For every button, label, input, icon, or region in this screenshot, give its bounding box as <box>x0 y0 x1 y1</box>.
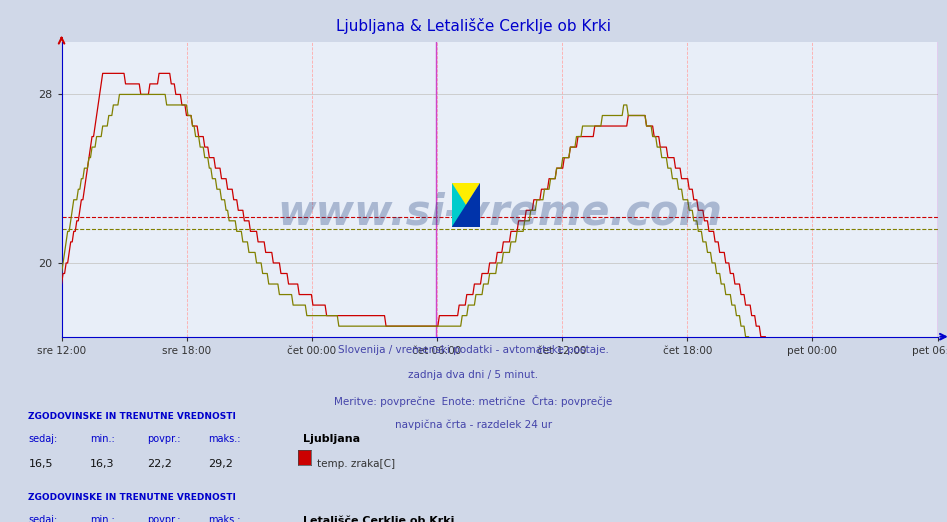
Text: 16,5: 16,5 <box>28 459 53 469</box>
Text: temp. zraka[C]: temp. zraka[C] <box>317 459 395 469</box>
Text: Slovenija / vremenski podatki - avtomatske postaje.: Slovenija / vremenski podatki - avtomats… <box>338 345 609 354</box>
Text: Ljubljana & Letališče Cerklje ob Krki: Ljubljana & Letališče Cerklje ob Krki <box>336 18 611 34</box>
Text: ZGODOVINSKE IN TRENUTNE VREDNOSTI: ZGODOVINSKE IN TRENUTNE VREDNOSTI <box>28 493 237 502</box>
Text: maks.:: maks.: <box>208 434 241 444</box>
Text: 29,2: 29,2 <box>208 459 233 469</box>
Text: povpr.:: povpr.: <box>147 515 180 522</box>
Text: min.:: min.: <box>90 434 115 444</box>
Text: povpr.:: povpr.: <box>147 434 180 444</box>
Text: www.si-vreme.com: www.si-vreme.com <box>277 192 722 234</box>
Text: sedaj:: sedaj: <box>28 515 58 522</box>
Text: Letališče Cerklje ob Krki: Letališče Cerklje ob Krki <box>303 515 455 522</box>
Text: maks.:: maks.: <box>208 515 241 522</box>
Polygon shape <box>452 183 480 227</box>
Text: min.:: min.: <box>90 515 115 522</box>
Text: navpična črta - razdelek 24 ur: navpična črta - razdelek 24 ur <box>395 420 552 430</box>
Text: 22,2: 22,2 <box>147 459 171 469</box>
Text: Meritve: povprečne  Enote: metrične  Črta: povprečje: Meritve: povprečne Enote: metrične Črta:… <box>334 395 613 407</box>
Polygon shape <box>452 183 480 227</box>
Text: 16,3: 16,3 <box>90 459 115 469</box>
Polygon shape <box>452 183 480 227</box>
Text: zadnja dva dni / 5 minut.: zadnja dva dni / 5 minut. <box>408 370 539 379</box>
Text: Ljubljana: Ljubljana <box>303 434 360 444</box>
Text: ZGODOVINSKE IN TRENUTNE VREDNOSTI: ZGODOVINSKE IN TRENUTNE VREDNOSTI <box>28 412 237 421</box>
Text: sedaj:: sedaj: <box>28 434 58 444</box>
